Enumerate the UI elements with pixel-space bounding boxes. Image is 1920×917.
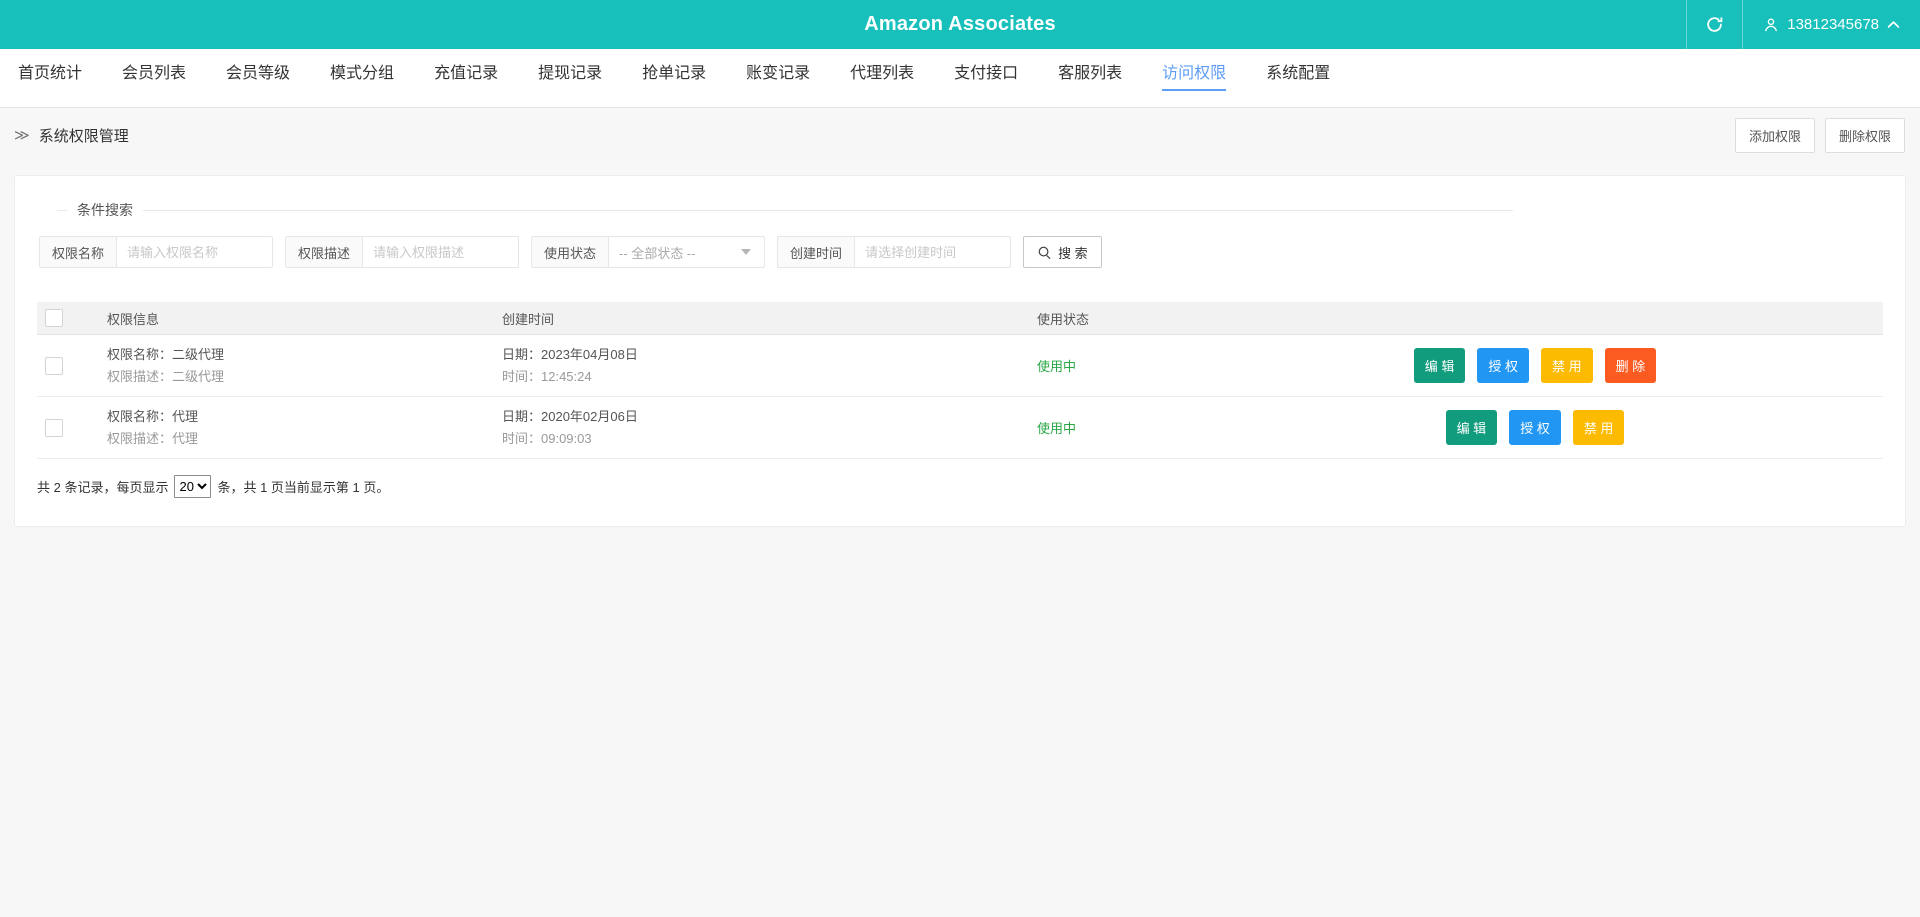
app-header: Amazon Associates 13812345678 <box>0 0 1920 49</box>
triangle-down-icon <box>741 249 752 255</box>
permission-name-group: 权限名称 <box>39 236 274 268</box>
chevron-up-icon <box>1887 21 1900 28</box>
authorize-button[interactable]: 授 权 <box>1509 410 1561 445</box>
row-actions: 编 辑授 权禁 用删 除 <box>1187 348 1883 383</box>
nav-tab-5[interactable]: 提现记录 <box>538 64 603 82</box>
created-time-group: 创建时间 <box>777 236 1012 268</box>
row-checkbox[interactable] <box>45 356 63 375</box>
breadcrumb: ≫ 系统权限管理 <box>14 125 129 146</box>
add-permission-button[interactable]: 添加权限 <box>1734 118 1815 153</box>
usage-status-value: -- 全部状态 -- <box>619 245 696 261</box>
authorize-button[interactable]: 授 权 <box>1477 348 1529 383</box>
status-badge: 使用中 <box>1037 421 1077 436</box>
disable-button[interactable]: 禁 用 <box>1541 348 1593 383</box>
col-header-created: 创建时间 <box>502 311 555 327</box>
created-date: 日期：2020年02月06日 <box>502 409 638 424</box>
header-right-tools: 13812345678 <box>1686 0 1920 49</box>
edit-button[interactable]: 编 辑 <box>1413 348 1466 383</box>
search-button-label: 搜 索 <box>1058 245 1088 261</box>
created-time-label: 创建时间 <box>778 237 856 267</box>
permission-name-label: 权限名称 <box>40 237 118 267</box>
select-all-checkbox[interactable] <box>45 309 63 327</box>
main-nav: 首页统计 会员列表 会员等级 模式分组 充值记录 提现记录 抢单记录 账变记录 代理列表 支付接口… <box>0 49 1920 108</box>
page-toolbar: ≫ 系统权限管理 添加权限 删除权限 <box>0 108 1920 163</box>
table-row: 权限名称：代理 权限描述：代理 日期：2020年02月06日 时间：09:09:… <box>37 397 1883 459</box>
pagination: 共 2 条记录，每页显示 20 条，共 1 页当前显示第 1 页。 <box>37 475 1883 498</box>
permission-desc: 权限描述：二级代理 <box>107 369 225 384</box>
usage-status-group: 使用状态 -- 全部状态 -- <box>531 236 766 268</box>
col-header-status: 使用状态 <box>1037 311 1090 327</box>
edit-button[interactable]: 编 辑 <box>1445 410 1498 445</box>
search-button[interactable]: 搜 索 <box>1023 236 1102 268</box>
permission-desc-label: 权限描述 <box>286 237 364 267</box>
permissions-table: 权限信息 创建时间 使用状态 权限名称：二级代理 权限描述：二级代理 日期：20… <box>37 302 1883 459</box>
user-phone: 13812345678 <box>1787 16 1879 33</box>
table-row: 权限名称：二级代理 权限描述：二级代理 日期：2023年04月08日 时间：12… <box>37 335 1883 397</box>
permission-name-input[interactable] <box>117 237 273 267</box>
double-angle-right-icon: ≫ <box>14 127 30 144</box>
permission-name: 权限名称：代理 <box>107 409 199 424</box>
permission-desc-input[interactable] <box>363 237 519 267</box>
usage-status-label: 使用状态 <box>532 237 610 267</box>
nav-tab-11[interactable]: 访问权限 <box>1162 65 1227 92</box>
delete-button[interactable]: 删 除 <box>1604 348 1657 383</box>
nav-tab-4[interactable]: 充值记录 <box>434 64 499 82</box>
nav-tab-10[interactable]: 客服列表 <box>1058 64 1123 82</box>
status-badge: 使用中 <box>1037 359 1077 374</box>
user-icon <box>1765 18 1778 31</box>
usage-status-select[interactable]: -- 全部状态 -- <box>609 237 764 267</box>
user-menu[interactable]: 13812345678 <box>1742 0 1920 49</box>
nav-tab-7[interactable]: 账变记录 <box>746 64 811 82</box>
nav-tab-9[interactable]: 支付接口 <box>954 64 1019 82</box>
nav-tab-1[interactable]: 会员列表 <box>122 64 187 82</box>
page-size-select[interactable]: 20 <box>174 475 212 498</box>
page-title: 系统权限管理 <box>38 128 129 145</box>
created-time: 时间：09:09:03 <box>502 431 592 446</box>
permission-desc: 权限描述：代理 <box>107 431 199 446</box>
nav-tab-6[interactable]: 抢单记录 <box>642 64 707 82</box>
created-time: 时间：12:45:24 <box>502 369 592 384</box>
nav-tab-2[interactable]: 会员等级 <box>226 64 291 82</box>
refresh-button[interactable] <box>1686 0 1742 49</box>
nav-tab-0[interactable]: 首页统计 <box>18 64 83 82</box>
permission-name: 权限名称：二级代理 <box>107 347 225 362</box>
col-header-info: 权限信息 <box>107 311 160 327</box>
delete-permission-button[interactable]: 删除权限 <box>1824 118 1905 153</box>
pagination-suffix: 条，共 1 页当前显示第 1 页。 <box>217 480 390 495</box>
app-title: Amazon Associates <box>864 13 1056 35</box>
permission-desc-group: 权限描述 <box>285 236 520 268</box>
disable-button[interactable]: 禁 用 <box>1572 410 1625 445</box>
row-actions: 编 辑授 权禁 用 <box>1187 410 1883 445</box>
search-legend: 条件搜索 <box>77 202 133 218</box>
search-fieldset: 条件搜索 <box>57 200 1513 220</box>
created-time-input[interactable] <box>855 237 1011 267</box>
created-date: 日期：2023年04月08日 <box>502 347 638 362</box>
nav-tab-12[interactable]: 系统配置 <box>1266 64 1331 82</box>
refresh-icon <box>1707 17 1723 32</box>
table-header: 权限信息 创建时间 使用状态 <box>37 302 1883 335</box>
toolbar-actions: 添加权限 删除权限 <box>1734 118 1905 153</box>
content-card: 条件搜索 权限名称 权限描述 使用状态 -- 全部状态 -- 创建时间 <box>14 175 1906 527</box>
magnifier-icon <box>1038 246 1051 259</box>
nav-tab-8[interactable]: 代理列表 <box>850 64 915 82</box>
nav-tab-3[interactable]: 模式分组 <box>330 64 395 82</box>
pagination-prefix: 共 2 条记录，每页显示 <box>37 480 169 495</box>
search-form: 权限名称 权限描述 使用状态 -- 全部状态 -- 创建时间 搜 索 <box>39 236 1883 268</box>
row-checkbox[interactable] <box>45 418 63 437</box>
